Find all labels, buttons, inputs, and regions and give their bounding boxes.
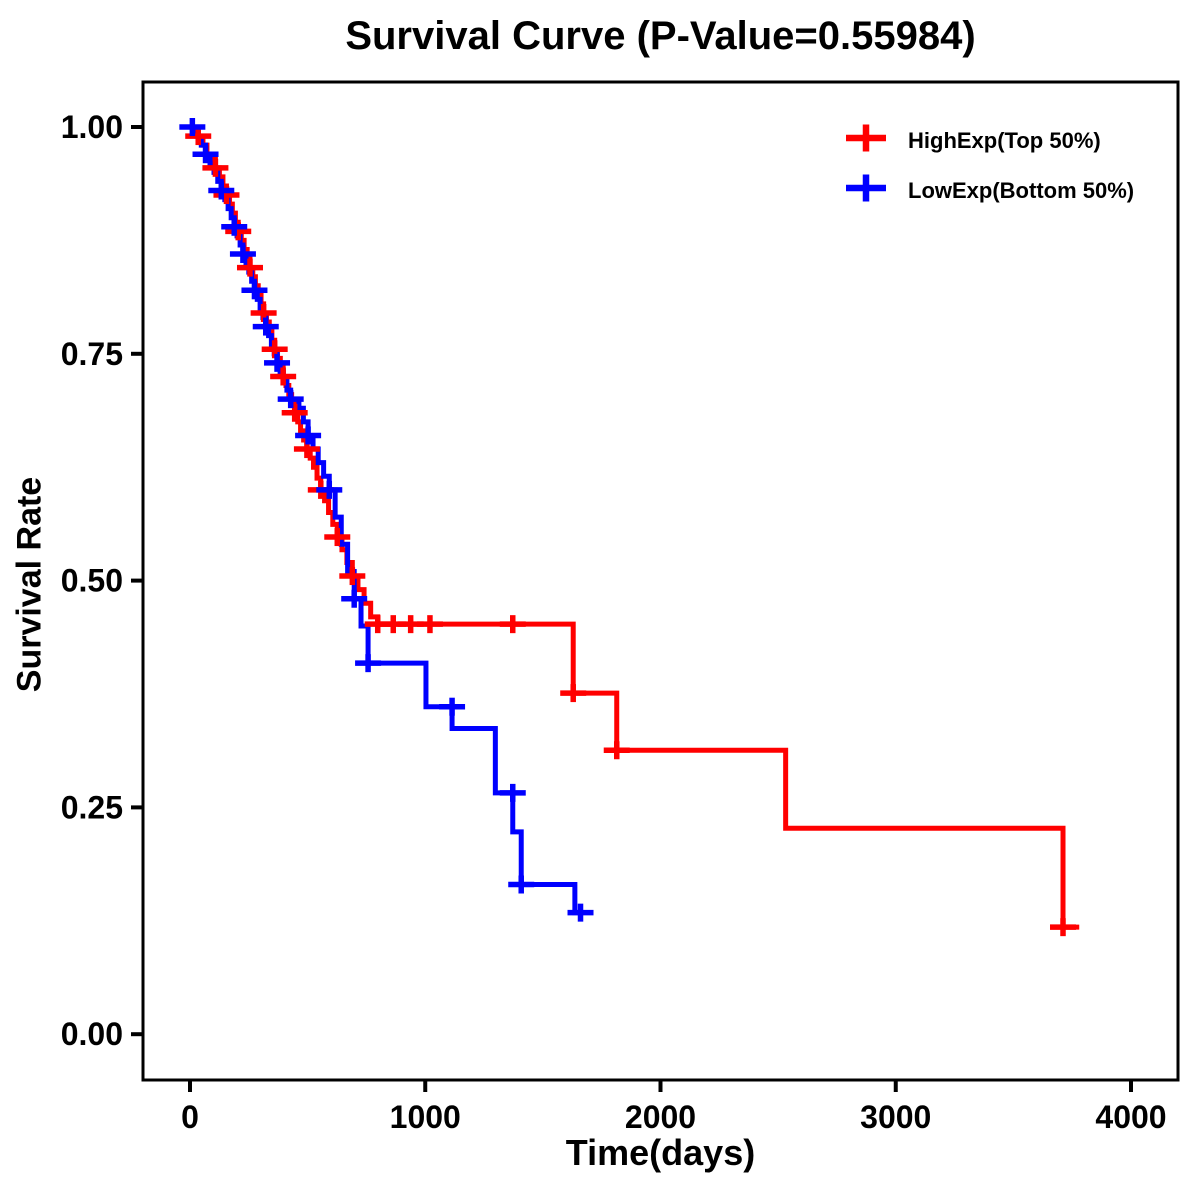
svg-text:4000: 4000 — [1095, 1099, 1166, 1135]
svg-text:0: 0 — [181, 1099, 199, 1135]
svg-text:1.00: 1.00 — [61, 109, 123, 145]
svg-text:0.50: 0.50 — [61, 563, 123, 599]
svg-text:2000: 2000 — [625, 1099, 696, 1135]
svg-text:3000: 3000 — [860, 1099, 931, 1135]
svg-text:HighExp(Top 50%): HighExp(Top 50%) — [908, 128, 1101, 153]
svg-text:LowExp(Bottom 50%): LowExp(Bottom 50%) — [908, 178, 1134, 203]
svg-text:1000: 1000 — [390, 1099, 461, 1135]
svg-text:0.00: 0.00 — [61, 1016, 123, 1052]
svg-text:0.75: 0.75 — [61, 336, 123, 372]
svg-text:0.25: 0.25 — [61, 789, 123, 825]
